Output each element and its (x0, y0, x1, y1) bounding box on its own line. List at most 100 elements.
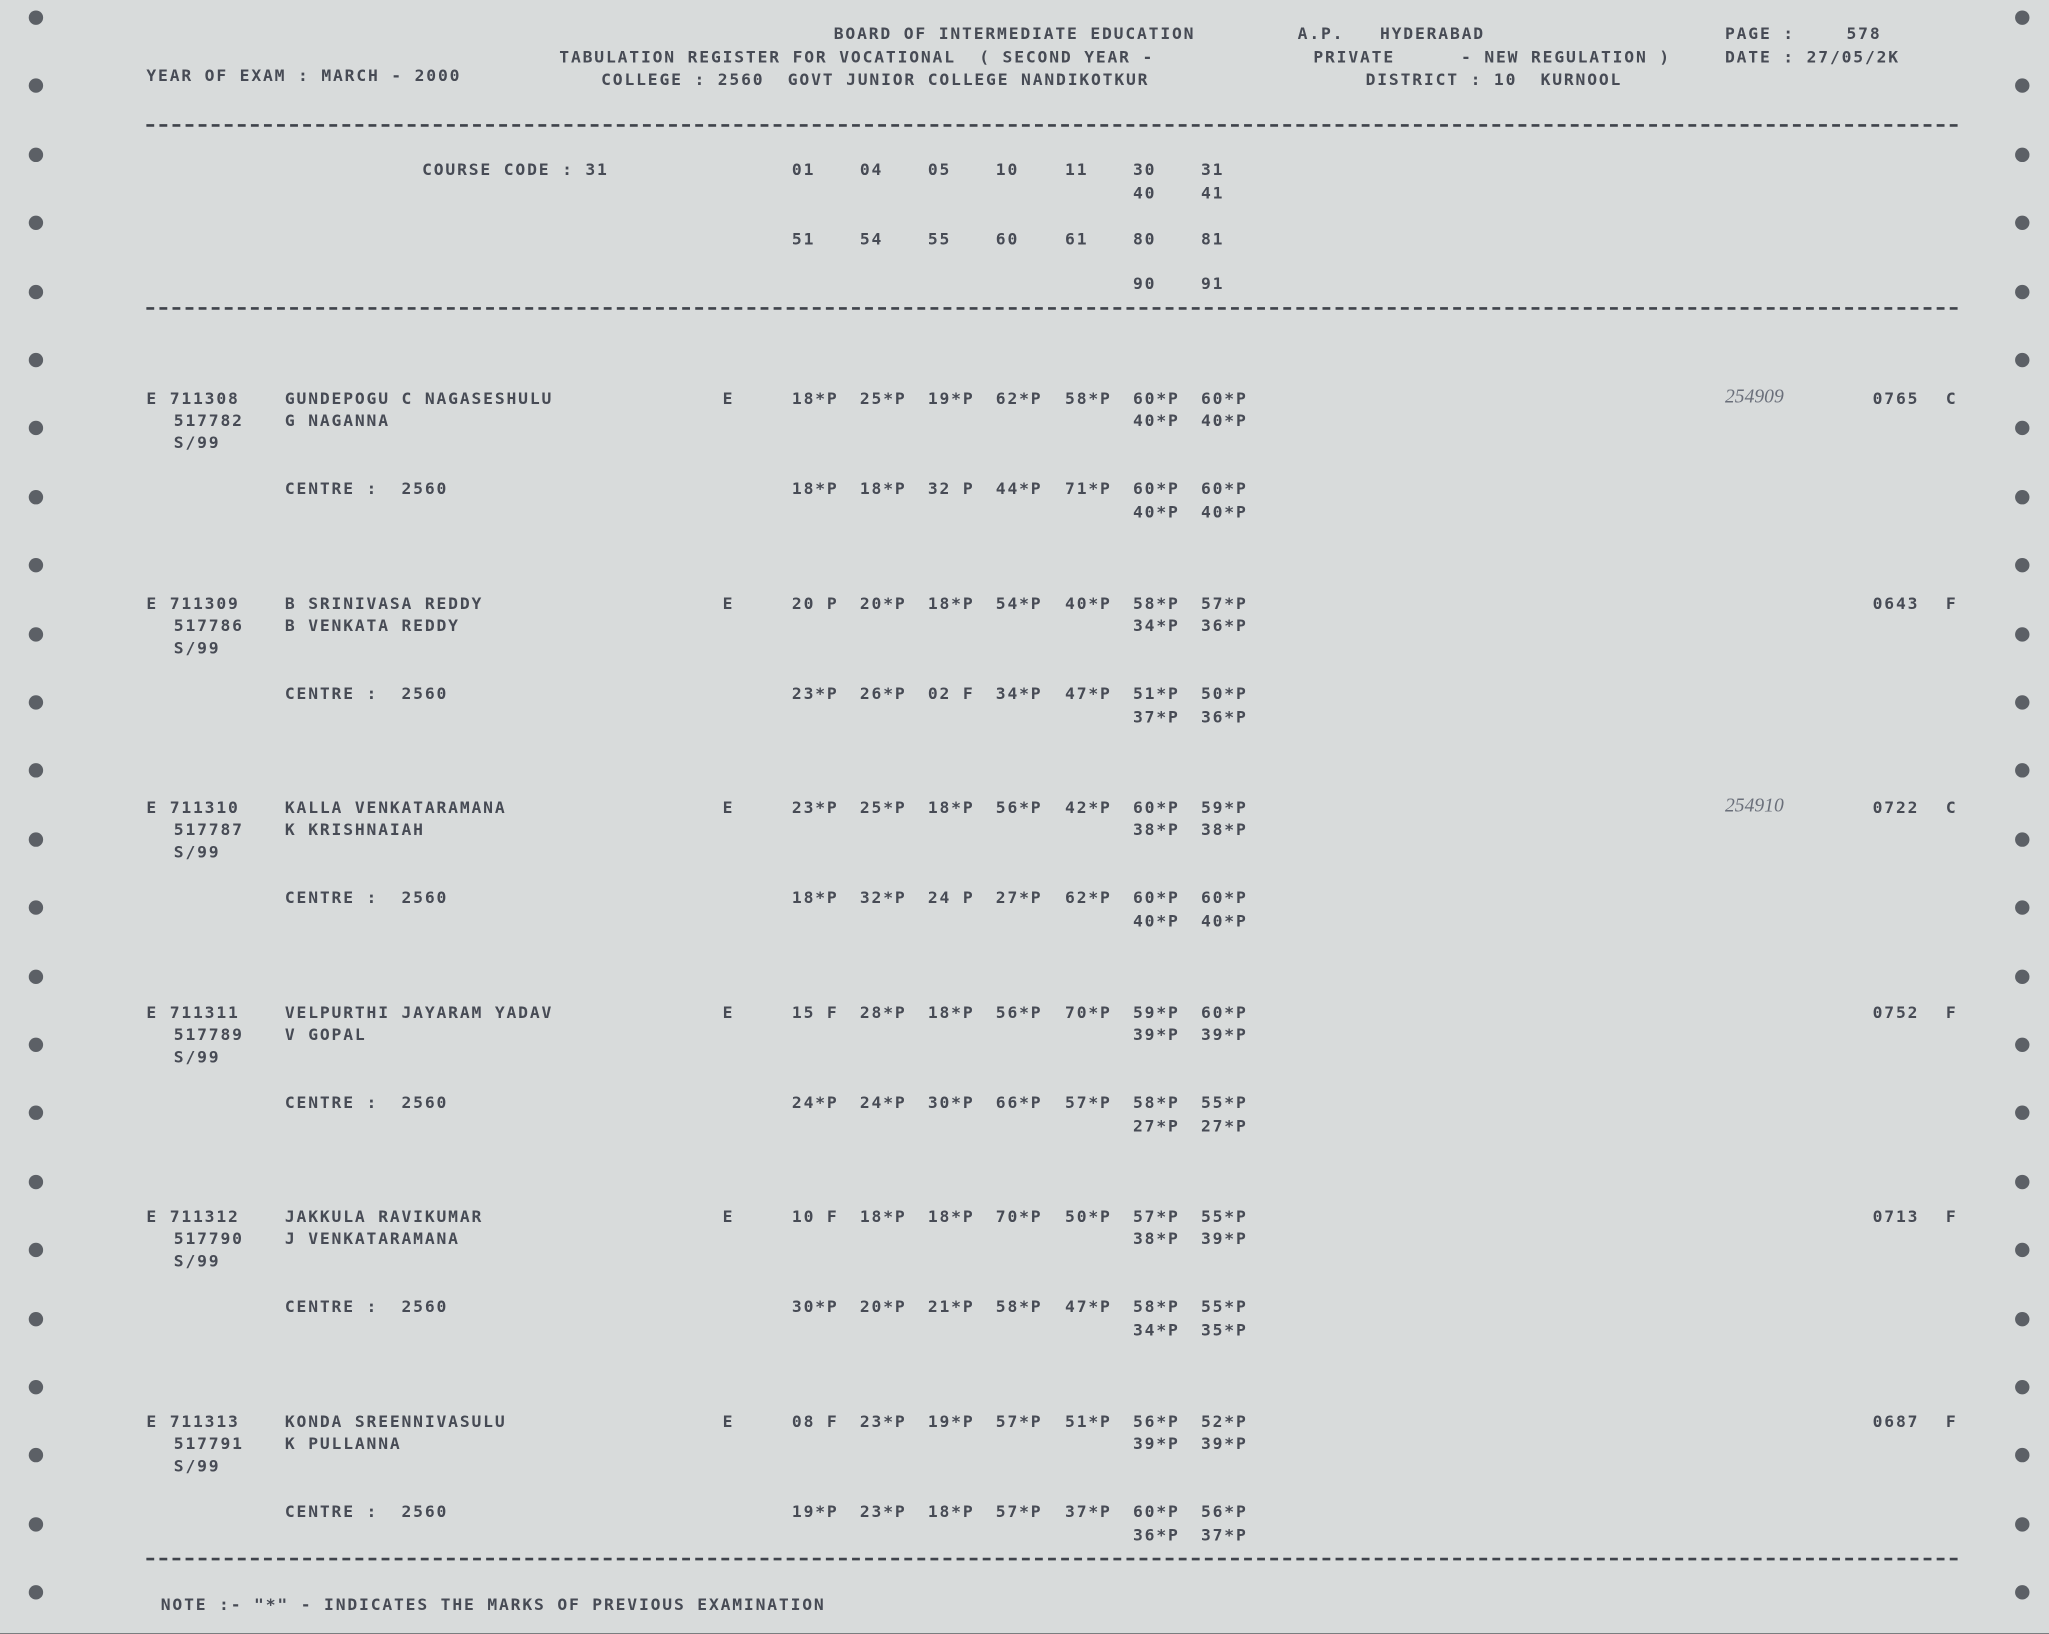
session: S/99 (173, 1251, 221, 1271)
tractor-hole (28, 352, 44, 368)
mark: 39*P (1132, 1433, 1180, 1454)
mark: 51*P (1132, 682, 1180, 703)
tractor-hole (2015, 1106, 2030, 1121)
mark: 34*P (1132, 614, 1180, 635)
mark: 60*P (1132, 388, 1180, 408)
mark: 40*P (1132, 501, 1180, 522)
mark: 57*P (1132, 1206, 1180, 1227)
tractor-hole (28, 10, 44, 25)
tractor-hole (28, 1174, 44, 1189)
mark: 32*P (859, 887, 907, 908)
mark: 62*P (1065, 887, 1112, 908)
tractor-hole (2015, 489, 2030, 505)
mark: 40*P (1065, 592, 1112, 613)
tractor-hole (28, 1037, 44, 1052)
tractor-hole (28, 284, 44, 299)
mark: 56*P (995, 1002, 1043, 1022)
subject-code: 04 (859, 159, 884, 180)
mark: 57*P (995, 1501, 1043, 1522)
exam-year: YEAR OF EXAM : MARCH - 2000 (146, 65, 462, 85)
roll-number: E 711311 (146, 1002, 240, 1022)
mark: 60*P (1132, 1501, 1180, 1522)
mark: 20*P (859, 1296, 907, 1317)
subject-code: 90 (1132, 273, 1157, 293)
mark: 70*P (1065, 1002, 1112, 1022)
mark: 23*P (791, 797, 839, 817)
mark: 59*P (1132, 1002, 1180, 1022)
tractor-hole (28, 695, 44, 710)
page-label: PAGE : (1724, 23, 1795, 44)
mark: 55*P (1200, 1092, 1248, 1112)
mark: 37*P (1065, 1501, 1112, 1522)
mark: 56*P (1132, 1411, 1180, 1431)
result: F (1945, 1411, 1958, 1431)
tractor-hole (28, 1311, 44, 1326)
hall-ticket: 517791 (173, 1433, 244, 1454)
mark: 08 F (791, 1411, 839, 1431)
mark: 23*P (859, 1411, 907, 1431)
mode: PRIVATE (1313, 47, 1395, 67)
father-name: B VENKATA REDDY (284, 614, 460, 635)
centre: CENTRE : 2560 (284, 682, 449, 703)
footnote: NOTE :- "*" - INDICATES THE MARKS OF PRE… (160, 1594, 826, 1614)
total: 0752 (1872, 1002, 1920, 1022)
centre: CENTRE : 2560 (284, 887, 449, 908)
subject-code: 30 (1132, 159, 1157, 180)
medium: E (722, 1206, 735, 1227)
tractor-hole (2015, 626, 2030, 642)
mark: 40*P (1200, 911, 1248, 931)
tractor-hole (28, 626, 44, 642)
mark: 19*P (927, 388, 975, 408)
tractor-hole (2015, 78, 2030, 94)
session: S/99 (173, 1455, 221, 1476)
mark: 47*P (1065, 1296, 1112, 1317)
roll-number: E 711308 (146, 388, 240, 408)
course-code: COURSE CODE : 31 (422, 159, 609, 180)
separator (146, 124, 1958, 127)
mark: 18*P (927, 797, 975, 817)
centre: CENTRE : 2560 (284, 1501, 449, 1522)
tractor-hole (2015, 1516, 2030, 1532)
mark: 18*P (791, 887, 839, 908)
mark: 38*P (1132, 1228, 1180, 1249)
mark: 39*P (1132, 1024, 1180, 1044)
tractor-hole (28, 78, 44, 94)
register-title: TABULATION REGISTER FOR VOCATIONAL ( SEC… (559, 47, 1155, 67)
roll-number: E 711310 (146, 797, 240, 817)
subject-code: 10 (995, 159, 1020, 180)
mark: 54*P (995, 592, 1043, 613)
mark: 10 F (791, 1206, 839, 1227)
mark: 18*P (859, 1206, 907, 1227)
page-number: 578 (1846, 23, 1882, 44)
college: COLLEGE : 2560 GOVT JUNIOR COLLEGE NANDI… (601, 69, 1150, 89)
tractor-hole (28, 421, 44, 436)
tractor-hole (2015, 832, 2030, 847)
mark: 62*P (995, 388, 1043, 408)
mark: 58*P (1132, 1092, 1180, 1112)
separator (146, 307, 1958, 310)
centre: CENTRE : 2560 (284, 1092, 449, 1112)
mark: 50*P (1200, 682, 1248, 703)
medium: E (722, 388, 735, 408)
tractor-hole (28, 969, 44, 984)
mark: 60*P (1132, 797, 1180, 817)
roll-number: E 711313 (146, 1411, 240, 1431)
mark: 28*P (859, 1002, 907, 1022)
subject-code: 40 (1132, 182, 1157, 203)
tractor-hole (2015, 215, 2030, 231)
mark: 26*P (859, 682, 907, 703)
student-name: KONDA SREENNIVASULU (284, 1411, 507, 1431)
tractor-hole (2015, 969, 2030, 984)
mark: 58*P (1065, 388, 1112, 408)
father-name: G NAGANNA (284, 410, 390, 430)
tractor-hole (28, 489, 44, 505)
medium: E (722, 592, 735, 613)
mark: 38*P (1200, 819, 1248, 840)
mark: 18*P (927, 1501, 975, 1522)
mark: 35*P (1200, 1320, 1248, 1340)
medium: E (722, 1411, 735, 1431)
mark: 24*P (859, 1092, 907, 1112)
mark: 57*P (995, 1411, 1043, 1431)
result: F (1945, 592, 1958, 613)
